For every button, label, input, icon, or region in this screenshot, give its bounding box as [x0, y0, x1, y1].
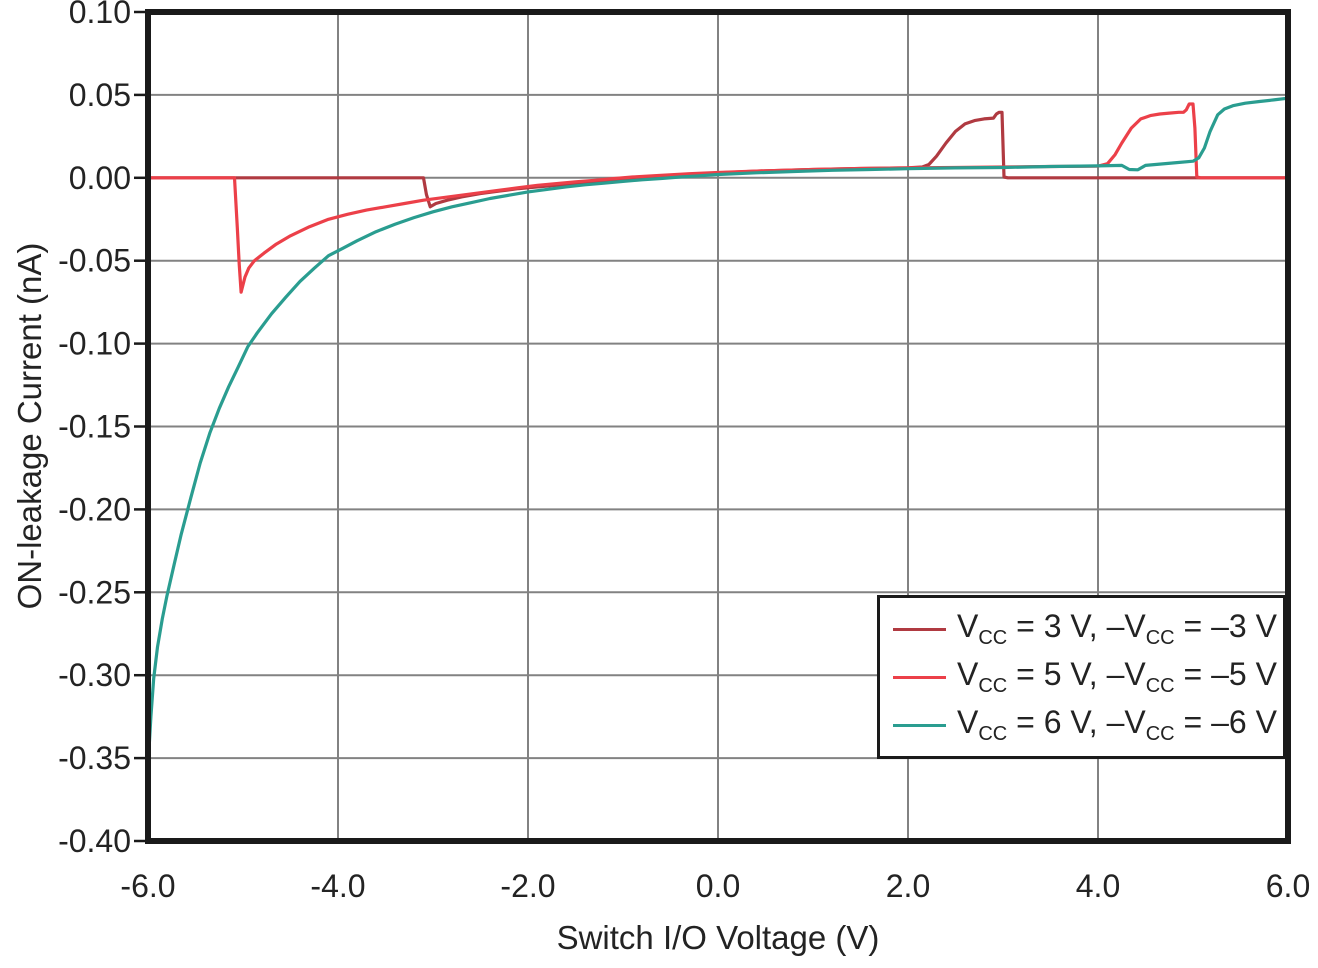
- legend-label-text: V: [957, 608, 979, 644]
- y-tick-label: -0.20: [58, 491, 131, 527]
- x-tick-label: -2.0: [500, 868, 555, 904]
- y-tick-label: 0.00: [69, 160, 131, 196]
- series-line-2: [146, 102, 1290, 294]
- legend-row: VCC = 3 V, –VCC = –3 V: [893, 608, 1283, 650]
- y-tick-label: -0.05: [58, 243, 131, 279]
- x-tick-label: -4.0: [310, 868, 365, 904]
- legend-row: VCC = 6 V, –VCC = –6 V: [893, 704, 1283, 746]
- x-tick-label: 6.0: [1266, 868, 1310, 904]
- legend-label-subscript: CC: [1145, 627, 1175, 649]
- y-axis-title: ON-leakage Current (nA): [11, 242, 48, 610]
- y-tick-label: -0.40: [58, 823, 131, 859]
- legend-label-subscript: CC: [978, 675, 1008, 697]
- y-tick-label: -0.10: [58, 326, 131, 362]
- legend-label-subscript: CC: [1145, 675, 1175, 697]
- legend-label-subscript: CC: [978, 723, 1008, 745]
- legend-label-subscript: CC: [978, 627, 1008, 649]
- y-tick-label: -0.30: [58, 657, 131, 693]
- legend-swatch: [893, 675, 946, 679]
- legend-label-subscript: CC: [1145, 723, 1175, 745]
- x-tick-label: 4.0: [1076, 868, 1120, 904]
- legend-swatch: [893, 627, 946, 631]
- y-tick-label: -0.35: [58, 740, 131, 776]
- legend-label-text: = 5 V, –V: [1007, 656, 1146, 692]
- y-tick-label: -0.25: [58, 574, 131, 610]
- x-axis-title: Switch I/O Voltage (V): [556, 919, 880, 956]
- legend-label: VCC = 3 V, –VCC = –3 V: [957, 608, 1277, 650]
- plot-frame: [145, 9, 1291, 844]
- y-tick-label: 0.05: [69, 77, 131, 113]
- series-line-3: [146, 96, 1290, 769]
- x-tick-label: -6.0: [120, 868, 175, 904]
- legend-label-text: = 3 V, –V: [1007, 608, 1146, 644]
- legend-label-text: V: [957, 656, 979, 692]
- y-tick-label: 0.10: [69, 0, 131, 30]
- legend-row: VCC = 5 V, –VCC = –5 V: [893, 656, 1283, 698]
- x-tick-label: 0.0: [696, 868, 740, 904]
- legend-label-text: = –6 V: [1174, 704, 1277, 740]
- y-tick-label: -0.15: [58, 409, 131, 445]
- legend-label-text: = –5 V: [1174, 656, 1277, 692]
- legend-label-text: = –3 V: [1174, 608, 1277, 644]
- legend-label-text: = 6 V, –V: [1007, 704, 1146, 740]
- legend-label: VCC = 5 V, –VCC = –5 V: [957, 656, 1277, 698]
- legend-label: VCC = 6 V, –VCC = –6 V: [957, 704, 1277, 746]
- legend-label-text: V: [957, 704, 979, 740]
- legend-swatch: [893, 723, 946, 727]
- legend: VCC = 3 V, –VCC = –3 V VCC = 5 V, –VCC = …: [877, 595, 1286, 759]
- x-tick-label: 2.0: [886, 868, 930, 904]
